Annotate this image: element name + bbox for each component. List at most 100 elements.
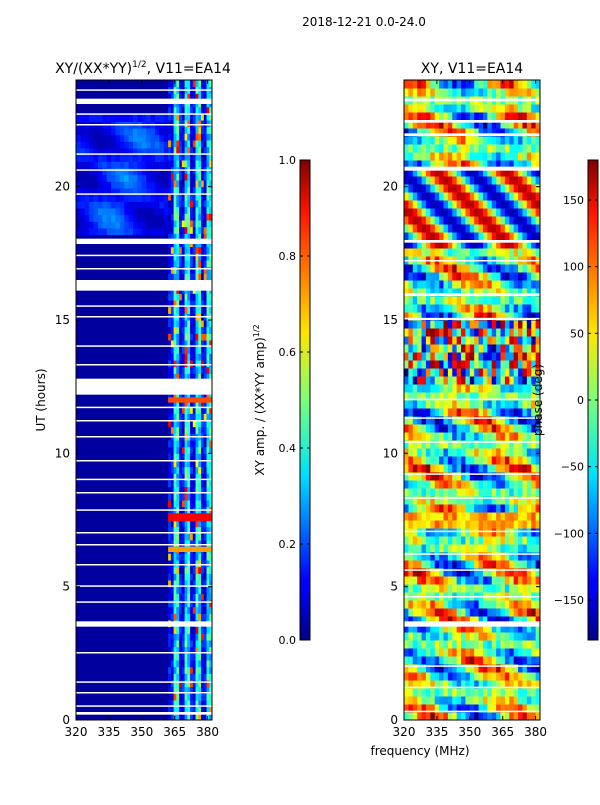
heatmap-cell — [518, 80, 523, 89]
heatmap-cell — [173, 266, 177, 274]
heatmap-cell — [421, 296, 427, 305]
heatmap-cell — [513, 544, 519, 553]
heatmap-cell — [184, 226, 188, 234]
heatmap-cell — [201, 253, 205, 261]
heatmap-cell — [496, 552, 502, 561]
heatmap-cell — [89, 114, 95, 122]
heatmap-cell — [439, 712, 444, 720]
heatmap-cell — [412, 632, 418, 641]
heatmap-cell — [509, 600, 515, 609]
heatmap-cell — [522, 376, 528, 385]
heatmap-cell — [190, 613, 194, 621]
heatmap-cell — [179, 706, 183, 714]
heatmap-cell — [509, 128, 515, 137]
heatmap-cell — [181, 133, 185, 141]
heatmap-cell — [181, 253, 185, 261]
heatmap-cell — [500, 80, 506, 89]
heatmap-cell — [111, 221, 116, 229]
heatmap-cell — [192, 406, 196, 414]
heatmap-cell — [170, 466, 175, 474]
heatmap-cell — [201, 493, 205, 501]
heatmap-cell — [447, 504, 453, 513]
heatmap-cell — [522, 352, 528, 361]
heatmap-cell — [461, 376, 466, 385]
heatmap-cell — [522, 656, 528, 665]
heatmap-cell — [465, 176, 471, 185]
heatmap-cell — [173, 453, 177, 461]
heatmap-cell — [179, 700, 183, 708]
heatmap-cell — [206, 680, 210, 688]
heatmap-cell — [478, 576, 484, 585]
heatmap-cell — [170, 360, 175, 368]
heatmap-cell — [168, 713, 172, 720]
heatmap-cell — [469, 664, 475, 673]
heatmap-cell — [159, 181, 165, 189]
heatmap-cell — [491, 320, 497, 329]
heatmap-cell — [443, 352, 449, 361]
heatmap-cell — [447, 392, 453, 401]
heatmap-cell — [198, 273, 202, 281]
heatmap-cell — [137, 201, 143, 209]
y-tick-label: 10 — [55, 446, 70, 460]
heatmap-cell — [522, 456, 528, 465]
heatmap-cell — [430, 80, 436, 89]
heatmap-cell — [206, 693, 210, 701]
heatmap-cell — [168, 453, 172, 461]
heatmap-cell — [198, 426, 202, 434]
heatmap-cell — [434, 696, 440, 705]
heatmap-cell — [179, 213, 183, 221]
heatmap-cell — [176, 640, 180, 648]
heatmap-cell — [209, 646, 212, 654]
heatmap-cell — [417, 144, 423, 153]
heatmap-cell — [84, 214, 90, 222]
heatmap-cell — [430, 128, 436, 137]
heatmap-cell — [518, 512, 523, 521]
heatmap-cell — [461, 664, 466, 673]
heatmap-cell — [478, 88, 484, 97]
heatmap-cell — [115, 181, 121, 189]
heatmap-cell — [184, 426, 188, 434]
heatmap-cell — [173, 600, 177, 608]
heatmap-cell — [170, 186, 175, 194]
heatmap-cell — [522, 248, 528, 257]
heatmap-cell — [404, 600, 409, 609]
heatmap-cell — [97, 181, 103, 189]
heatmap-cell — [168, 626, 172, 634]
heatmap-cell — [111, 208, 116, 216]
heatmap-cell — [209, 160, 212, 168]
heatmap-cell — [181, 126, 185, 134]
heatmap-cell — [491, 336, 497, 345]
heatmap-cell — [417, 328, 423, 337]
heatmap-cell — [447, 448, 453, 457]
heatmap-cell — [192, 366, 196, 374]
heatmap-cell — [430, 88, 436, 97]
heatmap-cell — [500, 424, 506, 433]
heatmap-cell — [461, 120, 466, 129]
heatmap-cell — [168, 653, 172, 661]
heatmap-cell — [170, 213, 175, 221]
heatmap-cell — [203, 306, 207, 314]
heatmap-cell — [461, 408, 466, 417]
heatmap-cell — [124, 221, 130, 229]
heatmap-cell — [170, 606, 175, 614]
heatmap-cell — [206, 706, 210, 714]
heatmap-cell — [203, 673, 207, 681]
heatmap-cell — [184, 320, 188, 328]
heatmap-cell — [192, 646, 196, 654]
heatmap-cell — [192, 686, 196, 694]
flagged-band — [76, 89, 212, 91]
heatmap-cell — [176, 700, 180, 708]
heatmap-cell — [421, 640, 427, 649]
heatmap-cell — [124, 141, 130, 149]
heatmap-cell — [404, 368, 409, 377]
heatmap-cell — [187, 400, 191, 408]
heatmap-cell — [496, 664, 502, 673]
heatmap-cell — [531, 704, 537, 713]
heatmap-cell — [452, 576, 458, 585]
heatmap-cell — [192, 160, 196, 168]
heatmap-cell — [430, 176, 436, 185]
heatmap-cell — [404, 704, 409, 713]
heatmap-cell — [487, 152, 493, 161]
heatmap-cell — [452, 672, 458, 681]
heatmap-cell — [181, 226, 185, 234]
